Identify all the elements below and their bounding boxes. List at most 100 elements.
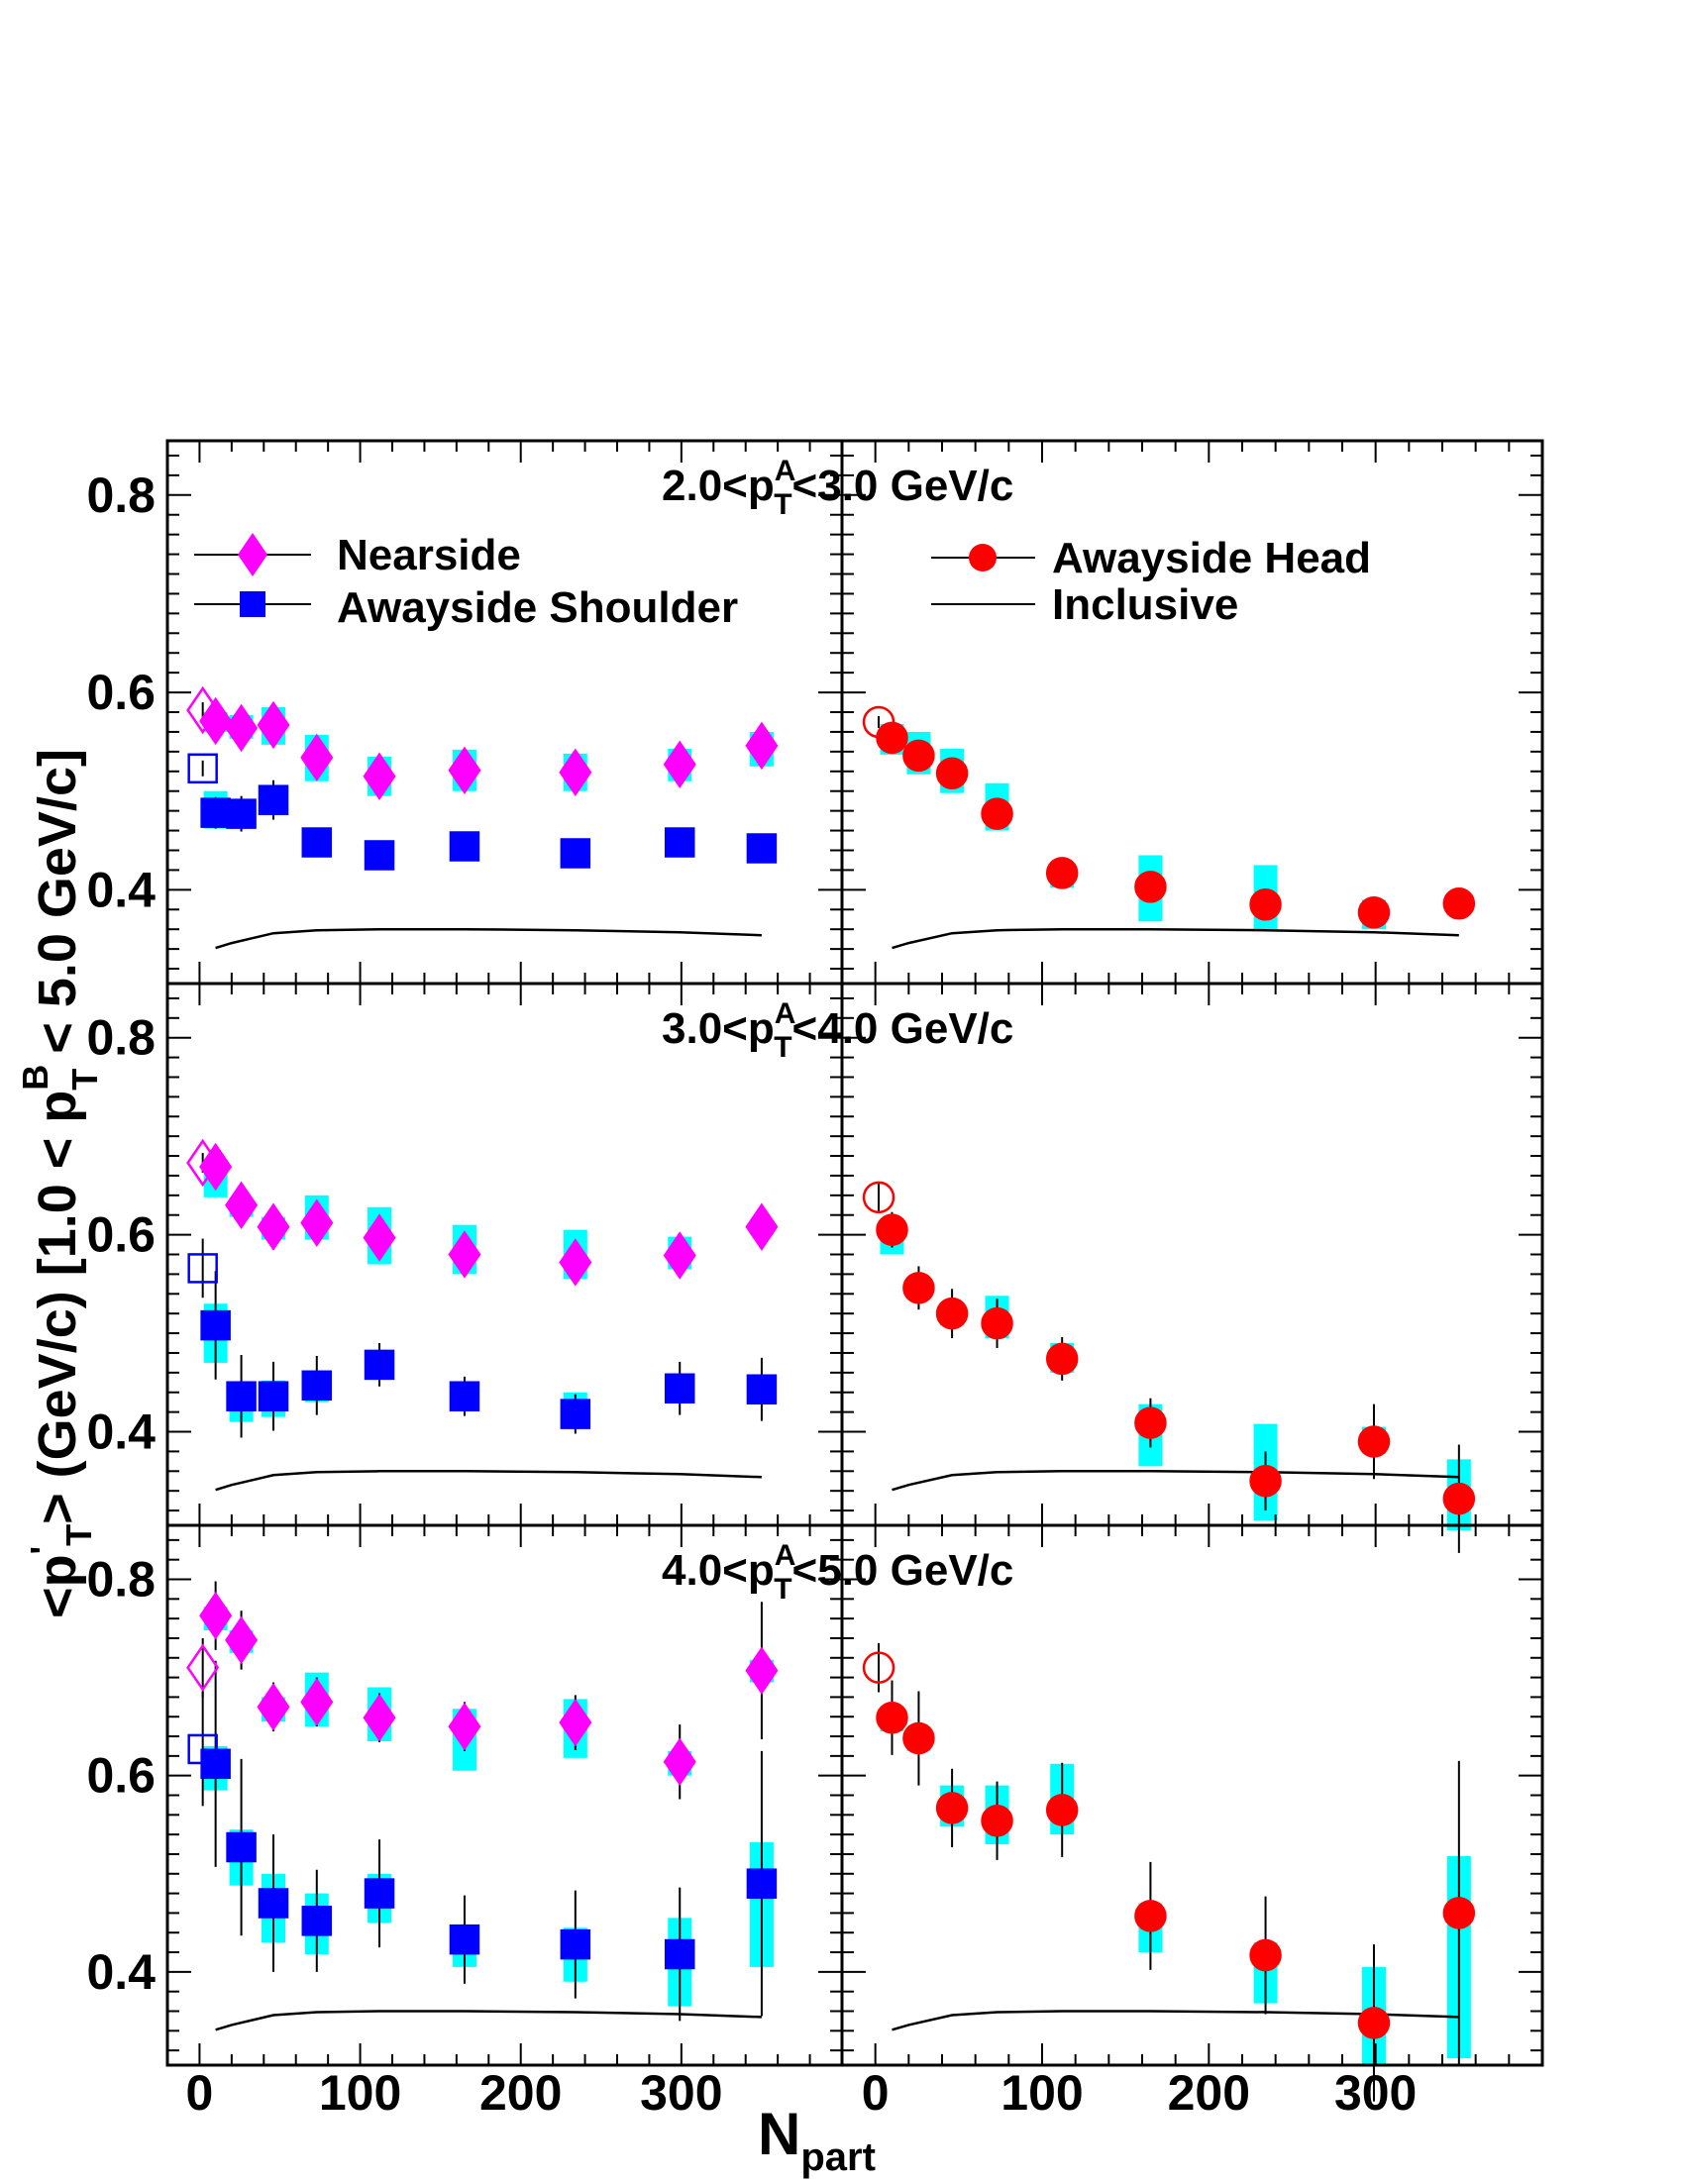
title-text-pre: 4.0<p [662,1546,775,1595]
data-point-awayside-head [902,739,935,773]
data-point-nearside [257,700,290,750]
x-tick-label: 200 [479,2065,562,2121]
data-point-awayside-shoulder [226,1381,257,1411]
data-point-awayside-shoulder [746,1868,778,1899]
legend-head-label: Awayside Head [1052,534,1371,582]
legend-inclusive-label: Inclusive [1052,580,1238,629]
data-point-nearside [559,748,592,796]
inclusive-line-row-2-right [892,1470,1459,1492]
panel-frame-row-2-right [840,982,1544,1527]
pp-point-awayside-head [862,1651,895,1684]
y-tick-label: 0.6 [86,665,156,720]
ticks-layer [166,441,1542,2065]
legend-left: Nearside Awayside Shoulder [194,531,738,632]
title-text-post: <4.0 GeV/c [792,1004,1014,1053]
data-point-awayside-shoulder [301,1906,333,1936]
xtitle-main: N [758,2101,800,2167]
systematic-bands-layer [203,707,1471,2065]
y-axis-title: <p'T> (GeV/c) [1.0 < pB T < 5.0 GeV/c] [15,749,105,1618]
data-point-nearside [448,1230,481,1279]
y-tick-label: 0.4 [86,1404,156,1460]
data-point-nearside [663,1231,696,1280]
title-text-sup: A [775,1539,795,1572]
data-point-awayside-shoulder [301,1370,333,1402]
data-point-nearside [448,746,481,795]
y-tick-label: 0.4 [86,862,156,917]
pp-point-awayside-head [862,705,895,739]
data-point-awayside-shoulder [200,797,231,828]
data-point-awayside-head [1357,1425,1391,1458]
xtitle-sub: part [800,2135,876,2179]
data-point-awayside-shoulder [258,784,289,815]
ytitle-end: < 5.0 GeV/c] [28,749,87,1069]
data-point-nearside [257,1202,290,1251]
data-point-nearside [663,740,696,789]
data-point-awayside-head [1134,871,1167,903]
data-point-awayside-head [1249,888,1282,921]
pp-point-awayside-head [862,1181,895,1214]
data-point-awayside-head [876,1213,908,1246]
ytitle-mid: > (GeV/c) [1.0 < p [28,1091,87,1524]
data-point-awayside-shoulder [301,827,333,858]
y-tick-label: 0.4 [86,1944,156,2000]
y-tick-label: 0.6 [86,1748,156,1804]
y-tick-label: 0.8 [86,1010,156,1066]
data-point-awayside-head [1357,896,1391,929]
legend-head-marker [969,544,997,572]
pp-point-nearside [186,1138,220,1188]
data-point-awayside-head [1134,1900,1167,1932]
data-point-awayside-head [1045,857,1079,889]
pp-point-nearside [186,1643,220,1692]
panel-title-row-3: 4.0<pA T<5.0 GeV/c [662,1539,1013,1606]
data-point-awayside-shoulder [560,838,591,869]
inclusive-line-row-1-right [892,927,1459,950]
data-point-nearside [363,752,396,800]
legend-right: Awayside Head Inclusive [931,534,1371,629]
x-axis-title: Npart [758,2101,876,2179]
data-point-awayside-shoulder [449,1381,480,1411]
title-text-sup: A [775,455,795,487]
ytitle-lt: <p [28,1554,87,1618]
data-point-awayside-shoulder [364,840,395,871]
y-tick-label: 0.8 [86,468,156,523]
x-tick-label: 100 [1000,2065,1083,2121]
ytitle-sub-t1: T [58,1524,99,1546]
legend-nearside-marker [238,533,267,576]
data-point-nearside [199,696,233,746]
data-point-nearside [363,1213,396,1262]
data-point-nearside [745,1646,779,1695]
pp-point-awayside-shoulder [187,753,218,784]
data-point-awayside-head [902,1272,935,1304]
inclusive-line-row-2-left [215,1470,762,1492]
data-point-nearside [199,1591,233,1640]
data-point-nearside [225,1181,259,1229]
data-point-awayside-shoulder [364,1878,395,1909]
panel-title-row-2: 3.0<pA T<4.0 GeV/c [662,997,1013,1064]
title-text-sup: A [775,997,795,1030]
x-tick-label: 300 [1334,2065,1417,2121]
tick-labels-layer: 0.4 0.6 0.8 0.4 0.6 0.8 0.4 0.6 0.8 0 100 200 300 0 10… [86,468,1417,2121]
data-point-awayside-shoulder [258,1888,289,1919]
data-point-nearside [745,1202,779,1251]
data-point-nearside [300,1678,334,1726]
panel-title-row-1: 2.0<pA T<3.0 GeV/c [662,455,1013,521]
data-point-nearside [448,1702,481,1751]
ytitle-sup-b: B [15,1065,55,1091]
title-text-pre: 3.0<p [662,1004,775,1053]
data-point-awayside-head [935,1297,969,1330]
title-text-post: <5.0 GeV/c [792,1546,1014,1595]
inclusive-line-row-3-right [892,2010,1459,2031]
data-point-awayside-shoulder [560,1399,591,1429]
legend-shoulder-label: Awayside Shoulder [337,583,738,632]
data-point-nearside [300,1198,334,1247]
data-point-awayside-shoulder [746,1374,778,1405]
data-point-nearside [363,1694,396,1742]
pp-point-awayside-shoulder [187,1733,218,1765]
x-tick-label: 100 [319,2065,401,2121]
inclusive-line-row-1-left [215,927,762,950]
panel-frame-row-1-right [840,439,1544,986]
data-point-nearside [559,1698,592,1747]
data-point-awayside-shoulder [449,1924,480,1955]
